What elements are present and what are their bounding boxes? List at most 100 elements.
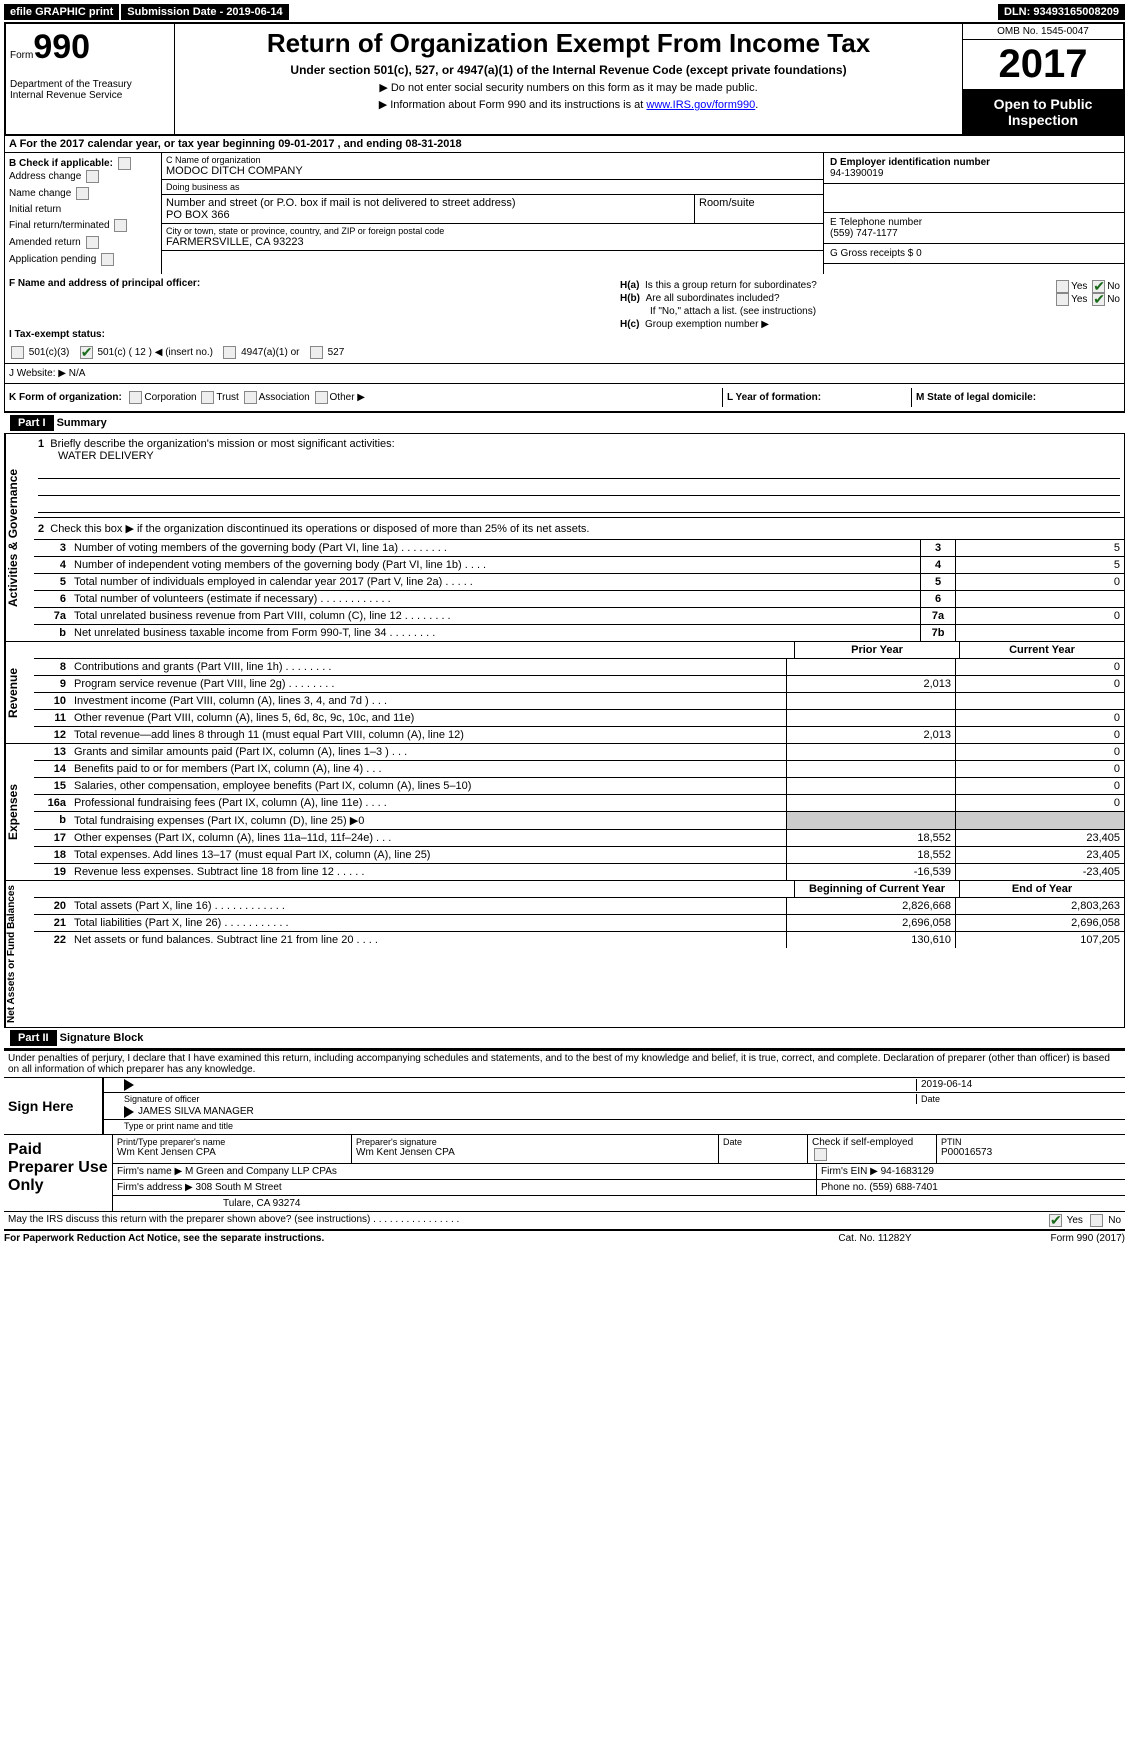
prior-value (786, 795, 955, 811)
checkbox-self-employed[interactable] (814, 1148, 827, 1161)
prior-value (786, 812, 955, 829)
checkbox-icon[interactable] (114, 219, 127, 232)
form-note-info: ▶ Information about Form 990 and its ins… (379, 99, 647, 111)
omb-number: OMB No. 1545-0047 (963, 24, 1123, 40)
ein-label: D Employer identification number (830, 157, 1118, 168)
line-text: Professional fundraising fees (Part IX, … (70, 795, 786, 811)
checkbox-icon[interactable] (101, 253, 114, 266)
line-text: Other expenses (Part IX, column (A), lin… (70, 830, 786, 846)
name-title-label: Type or print name and title (124, 1121, 1121, 1131)
hb-note: If "No," attach a list. (see instruction… (620, 306, 1120, 317)
self-employed-check: Check if self-employed (808, 1135, 937, 1163)
preparer-date-label: Date (723, 1137, 803, 1147)
line-num: 20 (34, 898, 70, 914)
part1-title: Summary (57, 417, 107, 429)
opt-trust: Trust (216, 392, 238, 403)
form-title: Return of Organization Exempt From Incom… (183, 28, 954, 59)
line-value (955, 625, 1124, 641)
prior-value: 2,696,058 (786, 915, 955, 931)
checkbox-trust[interactable] (201, 391, 214, 404)
city-label: City or town, state or province, country… (166, 226, 819, 236)
paperwork-notice: For Paperwork Reduction Act Notice, see … (4, 1233, 775, 1244)
prior-value: 18,552 (786, 847, 955, 863)
prior-value: 18,552 (786, 830, 955, 846)
line-num: 15 (34, 778, 70, 794)
line-num: 9 (34, 676, 70, 692)
line-num: 18 (34, 847, 70, 863)
line-text: Total number of volunteers (estimate if … (70, 591, 920, 607)
checkbox-icon[interactable] (76, 187, 89, 200)
hdr-beginning-year: Beginning of Current Year (794, 881, 959, 897)
checkbox-ha-yes[interactable] (1056, 280, 1069, 293)
q1-label: Briefly describe the organization's miss… (50, 438, 394, 450)
line-text: Total revenue—add lines 8 through 11 (mu… (70, 727, 786, 743)
line-num: 13 (34, 744, 70, 760)
checkbox-527[interactable] (310, 346, 323, 359)
ein-value: 94-1390019 (830, 168, 1118, 179)
line-num: 5 (34, 574, 70, 590)
line-text: Contributions and grants (Part VIII, lin… (70, 659, 786, 675)
checkbox-501c[interactable] (80, 346, 93, 359)
row-j-website: J Website: ▶ N/A (4, 364, 1125, 384)
preparer-name-label: Print/Type preparer's name (117, 1137, 347, 1147)
checkbox-assoc[interactable] (244, 391, 257, 404)
line-num: 14 (34, 761, 70, 777)
line-num: 7a (34, 608, 70, 624)
checkbox-discuss-no[interactable] (1090, 1214, 1103, 1227)
city-value: FARMERSVILLE, CA 93223 (166, 236, 819, 248)
sidelabel-revenue: Revenue (5, 642, 34, 743)
line-num: 4 (34, 557, 70, 573)
opt-501c: 501(c) ( 12 ) ◀ (insert no.) (97, 347, 213, 358)
form-subtitle: Under section 501(c), 527, or 4947(a)(1)… (183, 63, 954, 77)
checkbox-icon[interactable] (86, 170, 99, 183)
sidelabel-expenses: Expenses (5, 744, 34, 880)
line-num: 12 (34, 727, 70, 743)
checkbox-discuss-yes[interactable] (1049, 1214, 1062, 1227)
ptin-value: P00016573 (941, 1147, 1121, 1158)
opt-other: Other ▶ (330, 392, 365, 403)
opt-corporation: Corporation (144, 392, 196, 403)
checkbox-4947[interactable] (223, 346, 236, 359)
checkbox-hb-no[interactable] (1092, 293, 1105, 306)
form-number: 990 (33, 28, 90, 66)
perjury-declaration: Under penalties of perjury, I declare th… (4, 1051, 1125, 1077)
chk-name-change: Name change (9, 187, 157, 200)
line-text: Total number of individuals employed in … (70, 574, 920, 590)
tax-year: 2017 (963, 40, 1123, 90)
department-label: Department of the Treasury Internal Reve… (10, 79, 170, 101)
line-value: 0 (955, 608, 1124, 624)
checkbox-icon[interactable] (86, 236, 99, 249)
line-value: 5 (955, 540, 1124, 556)
line-text: Total unrelated business revenue from Pa… (70, 608, 920, 624)
submission-date: Submission Date - 2019-06-14 (121, 4, 288, 20)
line-text: Revenue less expenses. Subtract line 18 … (70, 864, 786, 880)
current-value (955, 693, 1124, 709)
line-num: 11 (34, 710, 70, 726)
checkbox-501c3[interactable] (11, 346, 24, 359)
checkbox-corp[interactable] (129, 391, 142, 404)
checkbox-icon (118, 157, 131, 170)
telephone-label: E Telephone number (830, 217, 1118, 228)
date-label: Date (916, 1094, 1121, 1104)
prior-value (786, 710, 955, 726)
chk-amended-return: Amended return (9, 236, 157, 249)
line-text: Salaries, other compensation, employee b… (70, 778, 786, 794)
form-label: Form (10, 50, 33, 61)
sidelabel-governance: Activities & Governance (5, 434, 34, 641)
address-value: PO BOX 366 (166, 209, 690, 221)
q2-label: Check this box ▶ if the organization dis… (50, 523, 589, 535)
line-num: 22 (34, 932, 70, 948)
line-num: 8 (34, 659, 70, 675)
current-value: 0 (955, 744, 1124, 760)
checkbox-other[interactable] (315, 391, 328, 404)
sign-here-label: Sign Here (4, 1078, 104, 1134)
part1-header: Part I (10, 415, 54, 431)
chk-application-pending: Application pending (9, 253, 157, 266)
sidelabel-netassets: Net Assets or Fund Balances (5, 881, 34, 1027)
line-num: 16a (34, 795, 70, 811)
irs-link[interactable]: www.IRS.gov/form990 (646, 99, 755, 111)
checkbox-hb-yes[interactable] (1056, 293, 1069, 306)
line-text: Net unrelated business taxable income fr… (70, 625, 920, 641)
prior-value (786, 778, 955, 794)
line-box: 5 (920, 574, 955, 590)
